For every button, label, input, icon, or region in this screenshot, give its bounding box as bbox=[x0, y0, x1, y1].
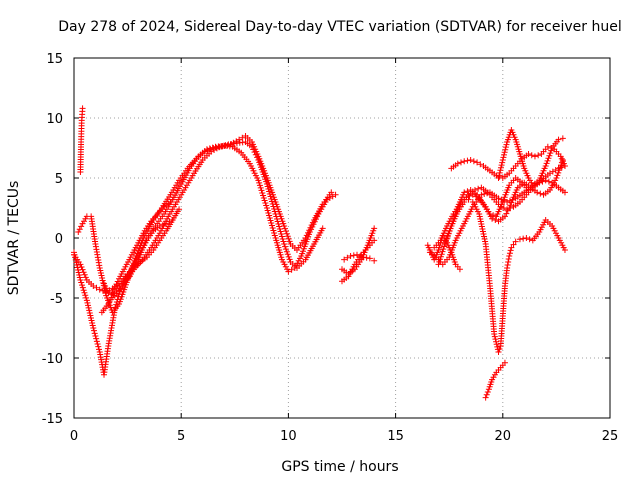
x-tick-label: 25 bbox=[602, 429, 619, 444]
data-point-markers bbox=[71, 139, 326, 295]
x-tick-label: 15 bbox=[387, 429, 404, 444]
data-point-markers bbox=[109, 199, 174, 295]
series-arc-5 bbox=[109, 199, 174, 295]
data-point-markers bbox=[101, 217, 176, 299]
data-point-markers bbox=[482, 359, 508, 401]
x-tick-label: 10 bbox=[280, 429, 297, 444]
x-axis: 0 5 10 15 20 25 bbox=[70, 58, 618, 444]
series-arc-14 bbox=[441, 196, 568, 355]
x-tick-label: 5 bbox=[177, 429, 185, 444]
series-arc-16 bbox=[435, 175, 532, 268]
x-tick-label: 20 bbox=[495, 429, 512, 444]
y-tick-label: -10 bbox=[42, 352, 63, 367]
y-tick-label: 0 bbox=[55, 232, 63, 247]
series-arc-2 bbox=[71, 139, 326, 295]
series-arc-10 bbox=[341, 251, 378, 264]
data-point-markers bbox=[495, 127, 566, 189]
series-arc-6 bbox=[101, 217, 176, 299]
y-axis: -15 -10 -5 0 5 10 15 bbox=[42, 52, 610, 427]
x-tick-label: 0 bbox=[70, 429, 78, 444]
y-tick-label: 10 bbox=[46, 112, 63, 127]
data-point-markers bbox=[441, 196, 568, 355]
series-arc-19 bbox=[424, 232, 463, 273]
y-tick-label: -5 bbox=[50, 292, 63, 307]
data-points bbox=[71, 105, 568, 401]
data-point-markers bbox=[77, 105, 86, 175]
series-arc-17 bbox=[448, 143, 568, 181]
y-axis-label: SDTVAR / TECUs bbox=[6, 181, 22, 296]
y-tick-label: 5 bbox=[55, 172, 63, 187]
data-point-markers bbox=[341, 251, 378, 264]
data-point-markers bbox=[435, 175, 532, 268]
x-axis-label: GPS time / hours bbox=[281, 459, 398, 475]
data-point-markers bbox=[424, 232, 463, 273]
y-tick-label: -15 bbox=[42, 412, 63, 427]
series-arc-9 bbox=[339, 237, 378, 285]
chart-title: Day 278 of 2024, Sidereal Day-to-day VTE… bbox=[58, 19, 621, 35]
grid bbox=[74, 58, 610, 418]
series-arc-8 bbox=[339, 225, 378, 277]
data-point-markers bbox=[339, 237, 378, 285]
y-tick-label: 15 bbox=[46, 52, 63, 67]
data-point-markers bbox=[339, 225, 378, 277]
series-arc-7 bbox=[77, 105, 86, 175]
series-arc-18 bbox=[495, 127, 566, 189]
data-point-markers bbox=[448, 143, 568, 181]
series-arc-15 bbox=[482, 359, 508, 401]
